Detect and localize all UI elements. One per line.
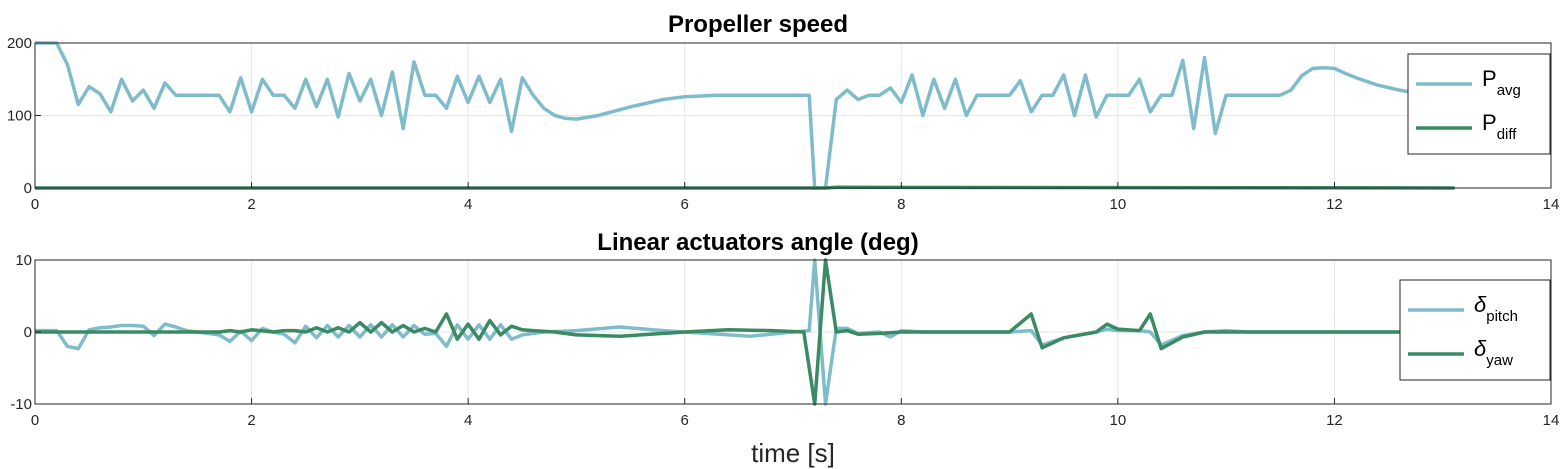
x-tick-label: 14 [1543, 412, 1560, 429]
x-tick-label: 8 [897, 196, 905, 213]
x-tick-label: 2 [247, 196, 255, 213]
legend-label-delta_yaw: δyaw [1474, 336, 1513, 369]
x-tick-label: 6 [681, 196, 689, 213]
x-tick-label: 14 [1543, 196, 1560, 213]
x-tick-label: 2 [247, 412, 255, 429]
chart-title: Linear actuators angle (deg) [597, 229, 918, 256]
legend-label-P_avg: Pavg [1482, 66, 1521, 99]
legend-label-sub: diff [1497, 126, 1518, 143]
x-tick-label: 12 [1326, 196, 1343, 213]
x-tick-label: 12 [1326, 412, 1343, 429]
legend-label-main: P [1482, 66, 1497, 91]
x-tick-label: 10 [1110, 196, 1127, 213]
series-line-delta_yaw [35, 258, 1456, 406]
legend-label-sub: pitch [1486, 308, 1518, 325]
legend-label-main: δ [1474, 336, 1487, 361]
legend-label-delta_pitch: δpitch [1474, 292, 1518, 325]
y-tick-label: -10 [10, 396, 32, 413]
y-tick-label: 0 [24, 324, 32, 341]
x-axis-label: time [s] [751, 438, 835, 468]
chart-title: Propeller speed [668, 11, 848, 38]
y-tick-label: 0 [24, 180, 32, 197]
legend-label-P_diff: Pdiff [1482, 110, 1517, 143]
x-tick-label: 10 [1110, 412, 1127, 429]
y-tick-label: 200 [7, 35, 32, 52]
y-tick-label: 10 [15, 252, 32, 269]
series-line-P_avg [35, 41, 1423, 190]
x-tick-label: 0 [31, 196, 39, 213]
x-tick-label: 6 [681, 412, 689, 429]
x-tick-label: 4 [464, 196, 472, 213]
legend-label-main: δ [1474, 292, 1487, 317]
x-tick-label: 0 [31, 412, 39, 429]
legend-box [1399, 279, 1551, 381]
x-tick-label: 8 [897, 412, 905, 429]
legend-label-main: P [1482, 110, 1497, 135]
legend-label-sub: yaw [1486, 352, 1513, 369]
legend-box [1407, 53, 1551, 155]
x-tick-label: 4 [464, 412, 472, 429]
y-tick-label: 100 [7, 108, 32, 125]
legend-label-sub: avg [1497, 82, 1521, 99]
